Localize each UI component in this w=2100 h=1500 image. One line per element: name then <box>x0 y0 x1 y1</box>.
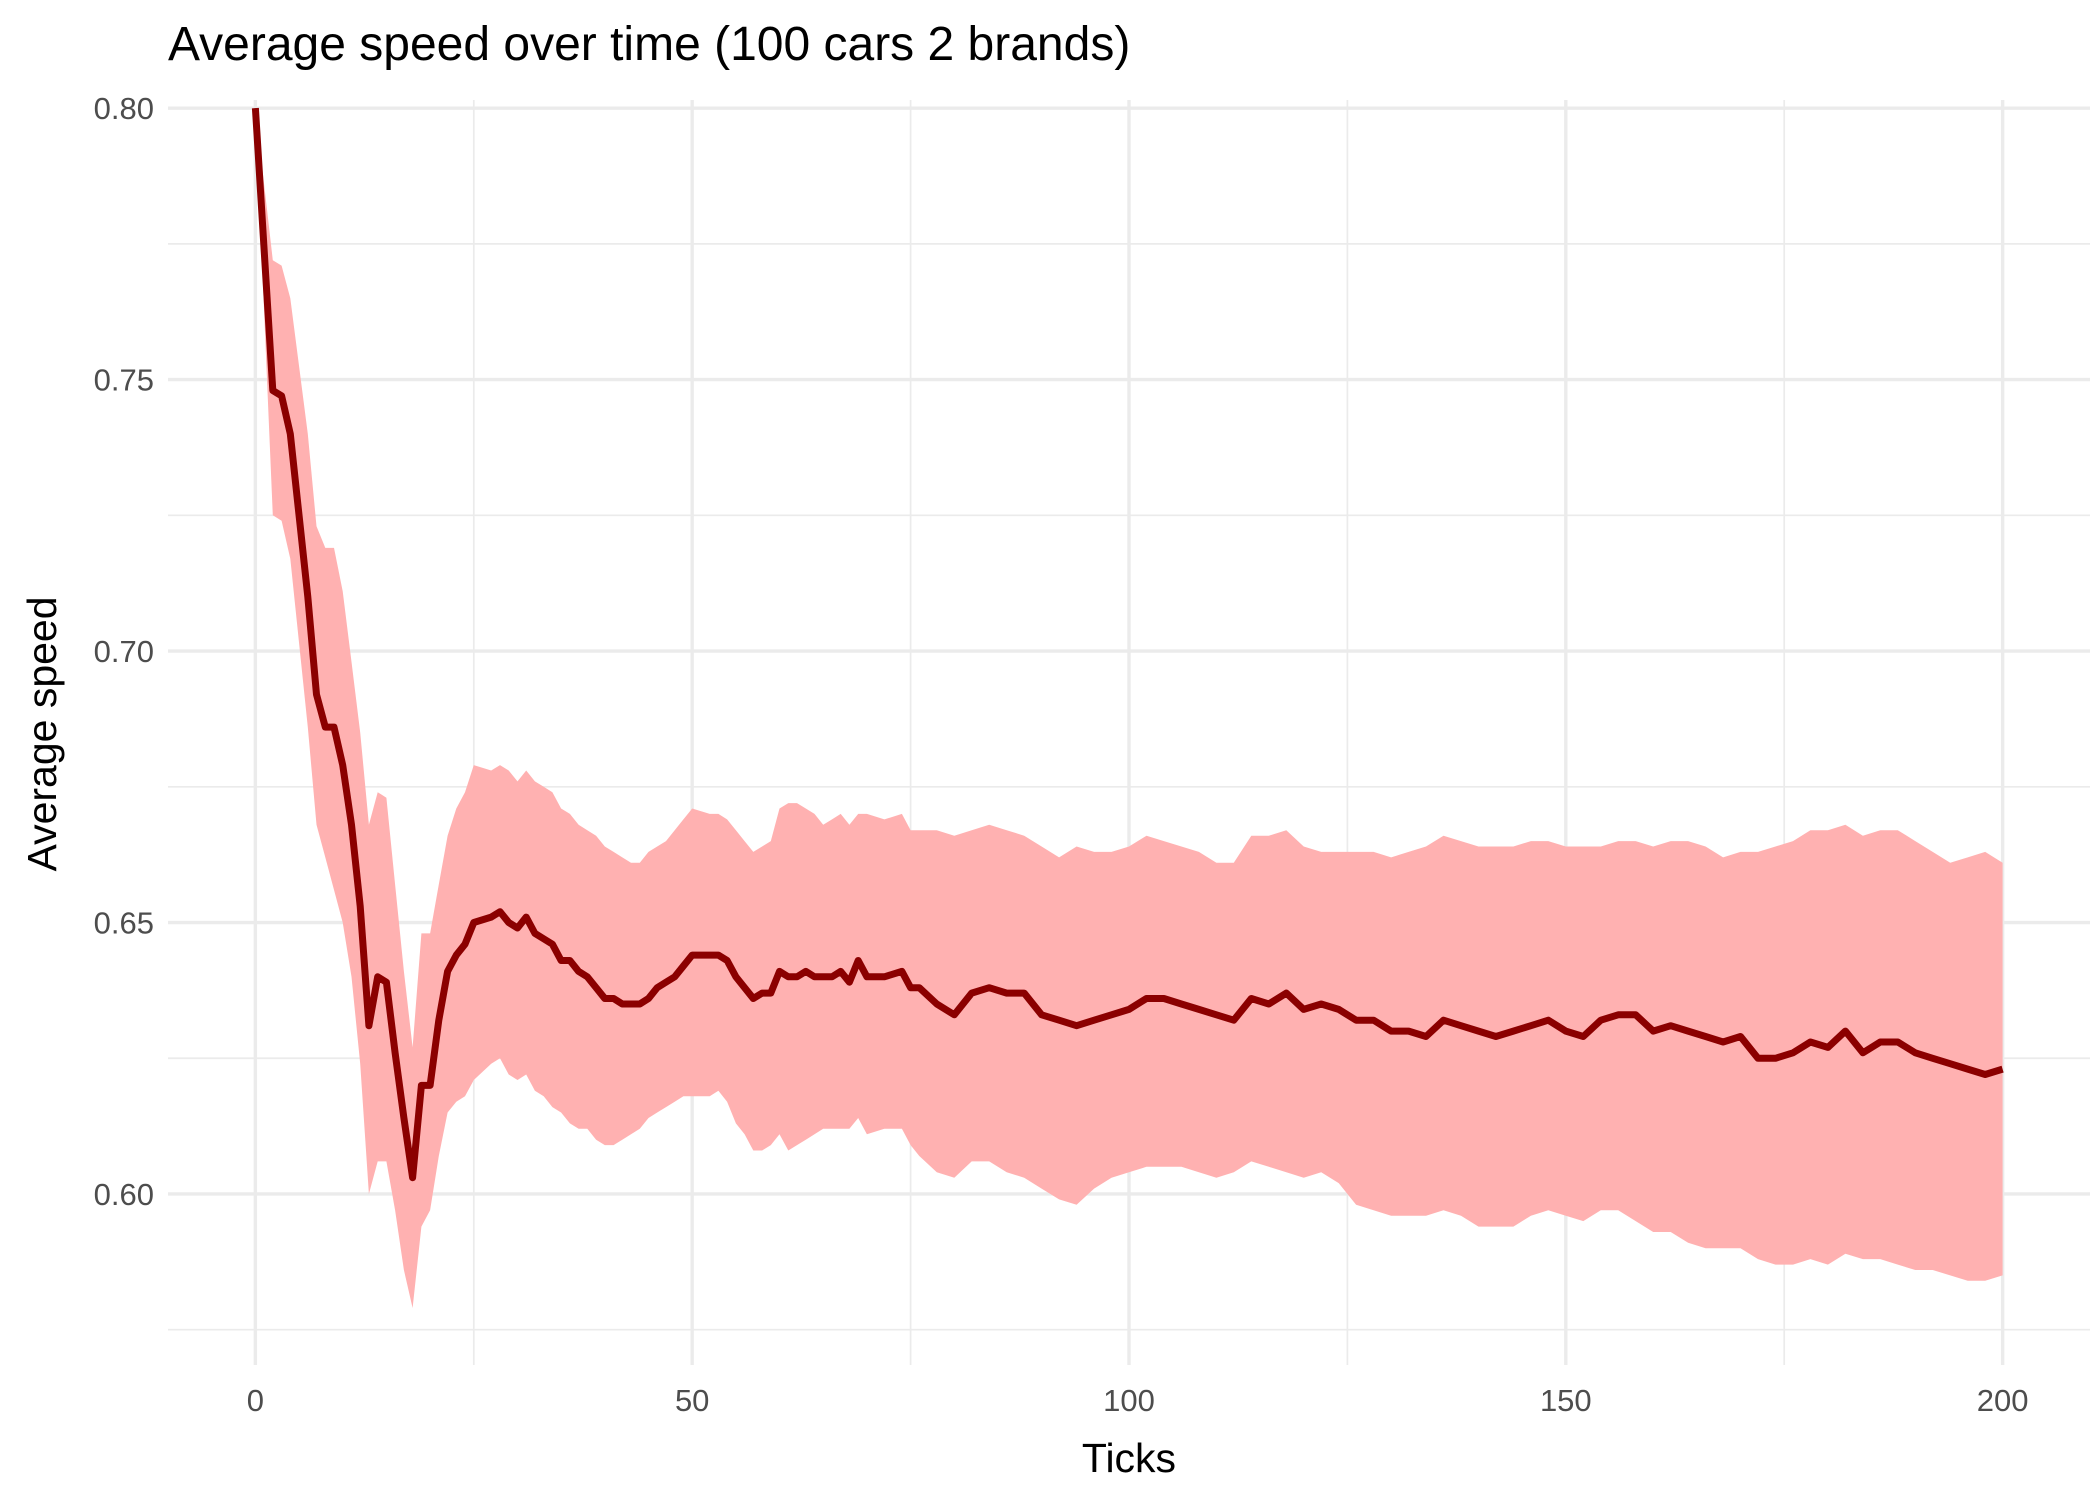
y-tick-label: 0.75 <box>94 363 154 398</box>
x-axis-title: Ticks <box>1082 1435 1176 1481</box>
x-axis-tick-labels: 0 50 100 150 200 <box>247 1383 2029 1418</box>
chart-title: Average speed over time (100 cars 2 bran… <box>168 18 1130 71</box>
y-tick-label: 0.65 <box>94 906 154 941</box>
series-line <box>251 107 2004 1182</box>
x-tick-label: 150 <box>1540 1383 1592 1418</box>
y-axis-tick-labels: 0.60 0.65 0.70 0.75 0.80 <box>94 91 154 1212</box>
y-tick-label: 0.60 <box>94 1177 154 1212</box>
y-axis-title: Average speed <box>19 596 65 871</box>
y-tick-label: 0.80 <box>94 91 154 126</box>
x-tick-label: 100 <box>1103 1383 1155 1418</box>
x-tick-label: 50 <box>675 1383 709 1418</box>
x-tick-label: 0 <box>247 1383 264 1418</box>
x-tick-label: 200 <box>1977 1383 2029 1418</box>
y-tick-label: 0.70 <box>94 634 154 669</box>
confidence-band <box>255 108 2003 1309</box>
